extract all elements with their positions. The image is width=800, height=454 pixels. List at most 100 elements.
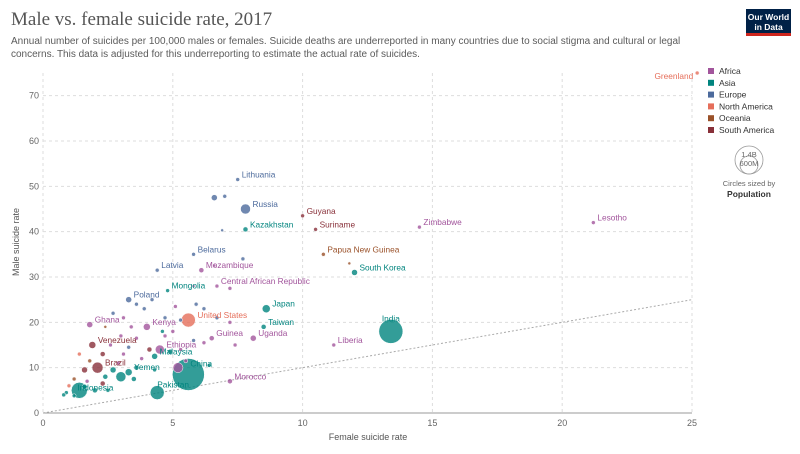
data-point[interactable] bbox=[227, 286, 233, 291]
data-point[interactable] bbox=[102, 373, 109, 380]
data-point[interactable] bbox=[240, 256, 246, 262]
data-point[interactable] bbox=[173, 304, 178, 309]
data-point[interactable] bbox=[118, 333, 124, 339]
point-label: Japan bbox=[272, 299, 295, 309]
data-point[interactable] bbox=[321, 252, 326, 257]
data-point[interactable] bbox=[129, 324, 134, 330]
data-point[interactable] bbox=[191, 252, 196, 257]
data-point[interactable] bbox=[110, 311, 116, 316]
data-point[interactable] bbox=[227, 378, 233, 385]
data-point[interactable] bbox=[198, 267, 205, 273]
data-point[interactable] bbox=[300, 213, 305, 219]
data-point[interactable] bbox=[77, 351, 82, 357]
data-point[interactable] bbox=[91, 361, 104, 374]
data-point[interactable] bbox=[99, 380, 106, 387]
data-point[interactable] bbox=[109, 366, 117, 374]
data-point[interactable] bbox=[139, 356, 144, 361]
data-point[interactable] bbox=[201, 340, 207, 345]
data-point[interactable] bbox=[105, 388, 111, 393]
data-point[interactable] bbox=[160, 329, 165, 334]
data-point[interactable] bbox=[222, 194, 227, 199]
data-point[interactable] bbox=[149, 385, 165, 400]
data-point[interactable] bbox=[347, 261, 352, 266]
data-point[interactable] bbox=[162, 333, 168, 339]
data-point[interactable] bbox=[134, 335, 139, 341]
data-point[interactable] bbox=[181, 312, 196, 328]
data-point[interactable] bbox=[206, 363, 212, 368]
data-point[interactable] bbox=[134, 301, 139, 307]
owid-logo[interactable]: Our World in Data bbox=[746, 9, 791, 36]
data-point[interactable] bbox=[121, 351, 126, 357]
legend-item-label[interactable]: North America bbox=[719, 101, 773, 111]
data-point[interactable] bbox=[151, 353, 158, 360]
data-point[interactable] bbox=[103, 325, 108, 329]
data-point[interactable] bbox=[126, 345, 131, 350]
data-point[interactable] bbox=[351, 269, 358, 276]
data-point[interactable] bbox=[260, 324, 267, 330]
data-point[interactable] bbox=[71, 393, 77, 399]
data-point[interactable] bbox=[170, 329, 176, 334]
data-point[interactable] bbox=[143, 323, 151, 331]
data-point[interactable] bbox=[331, 342, 337, 348]
data-point[interactable] bbox=[227, 320, 233, 325]
data-point[interactable] bbox=[250, 334, 257, 342]
data-point[interactable] bbox=[155, 344, 165, 355]
data-point[interactable] bbox=[694, 70, 700, 76]
data-point[interactable] bbox=[165, 288, 170, 293]
data-point[interactable] bbox=[235, 177, 240, 182]
data-point[interactable] bbox=[183, 358, 189, 364]
data-point[interactable] bbox=[220, 228, 224, 233]
data-point[interactable] bbox=[124, 368, 133, 376]
data-point[interactable] bbox=[81, 383, 88, 390]
data-point[interactable] bbox=[84, 379, 90, 384]
data-point[interactable] bbox=[146, 346, 153, 353]
data-point[interactable] bbox=[417, 224, 422, 230]
data-point[interactable] bbox=[162, 315, 168, 321]
data-point[interactable] bbox=[133, 364, 140, 371]
data-point[interactable] bbox=[154, 267, 160, 273]
data-point[interactable] bbox=[191, 338, 196, 343]
data-point[interactable] bbox=[108, 342, 113, 348]
data-point[interactable] bbox=[178, 317, 183, 323]
data-point[interactable] bbox=[232, 342, 238, 348]
data-point[interactable] bbox=[313, 227, 318, 232]
data-point[interactable] bbox=[131, 376, 137, 382]
data-point[interactable] bbox=[99, 351, 106, 357]
data-point[interactable] bbox=[167, 349, 173, 355]
data-point[interactable] bbox=[214, 315, 220, 321]
legend-item-label[interactable]: South America bbox=[719, 125, 775, 135]
data-point[interactable] bbox=[86, 321, 93, 328]
data-point[interactable] bbox=[172, 362, 184, 373]
data-point[interactable] bbox=[191, 284, 196, 288]
data-point[interactable] bbox=[378, 319, 404, 344]
data-point[interactable] bbox=[116, 360, 121, 366]
data-point[interactable] bbox=[242, 226, 249, 233]
data-point[interactable] bbox=[240, 203, 251, 215]
legend-item-label[interactable]: Oceania bbox=[719, 113, 751, 123]
data-point[interactable] bbox=[92, 387, 98, 394]
data-point[interactable] bbox=[178, 347, 183, 352]
legend-item-label[interactable]: Asia bbox=[719, 78, 736, 88]
data-point[interactable] bbox=[125, 296, 132, 303]
legend-item-label[interactable]: Europe bbox=[719, 90, 747, 100]
data-point[interactable] bbox=[193, 301, 199, 307]
data-point[interactable] bbox=[208, 335, 215, 341]
data-point[interactable] bbox=[214, 283, 220, 289]
data-point[interactable] bbox=[591, 220, 596, 225]
data-point[interactable] bbox=[121, 315, 126, 321]
data-point[interactable] bbox=[66, 383, 72, 389]
data-point[interactable] bbox=[61, 392, 67, 398]
data-point[interactable] bbox=[201, 306, 207, 311]
data-point[interactable] bbox=[115, 371, 127, 382]
data-point[interactable] bbox=[149, 297, 155, 302]
data-point[interactable] bbox=[211, 194, 218, 201]
legend-item-label[interactable]: Africa bbox=[719, 66, 741, 76]
data-point[interactable] bbox=[81, 366, 88, 374]
data-point[interactable] bbox=[88, 341, 97, 349]
data-point[interactable] bbox=[87, 358, 92, 364]
data-point[interactable] bbox=[141, 306, 147, 311]
data-point[interactable] bbox=[212, 263, 217, 268]
data-point[interactable] bbox=[262, 304, 271, 313]
data-point[interactable] bbox=[71, 376, 77, 382]
data-point[interactable] bbox=[152, 367, 157, 373]
